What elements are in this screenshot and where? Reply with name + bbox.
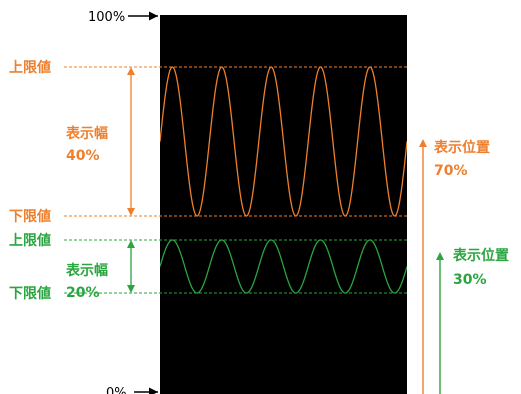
top-reference-label: 100%	[88, 10, 125, 25]
bottom-reference-label: 0%	[106, 386, 127, 394]
green-width-title: 表示幅	[65, 262, 108, 279]
orange-lower-limit-label: 下限値	[9, 208, 51, 225]
orange-position-value: 70%	[434, 163, 468, 179]
orange-width-title: 表示幅	[65, 125, 108, 142]
green-waveform	[160, 239, 407, 294]
orange-width-value: 40%	[66, 148, 100, 164]
orange-upper-limit-label: 上限値	[9, 59, 51, 76]
display-screen	[160, 15, 407, 394]
green-lower-limit-label: 下限値	[9, 285, 51, 302]
orange-waveform	[160, 66, 407, 217]
orange-position-title: 表示位置	[433, 139, 490, 156]
green-position-title: 表示位置	[452, 247, 509, 264]
green-position-value: 30%	[453, 272, 487, 288]
green-upper-limit-label: 上限値	[9, 232, 51, 249]
green-width-value: 20%	[66, 285, 100, 301]
